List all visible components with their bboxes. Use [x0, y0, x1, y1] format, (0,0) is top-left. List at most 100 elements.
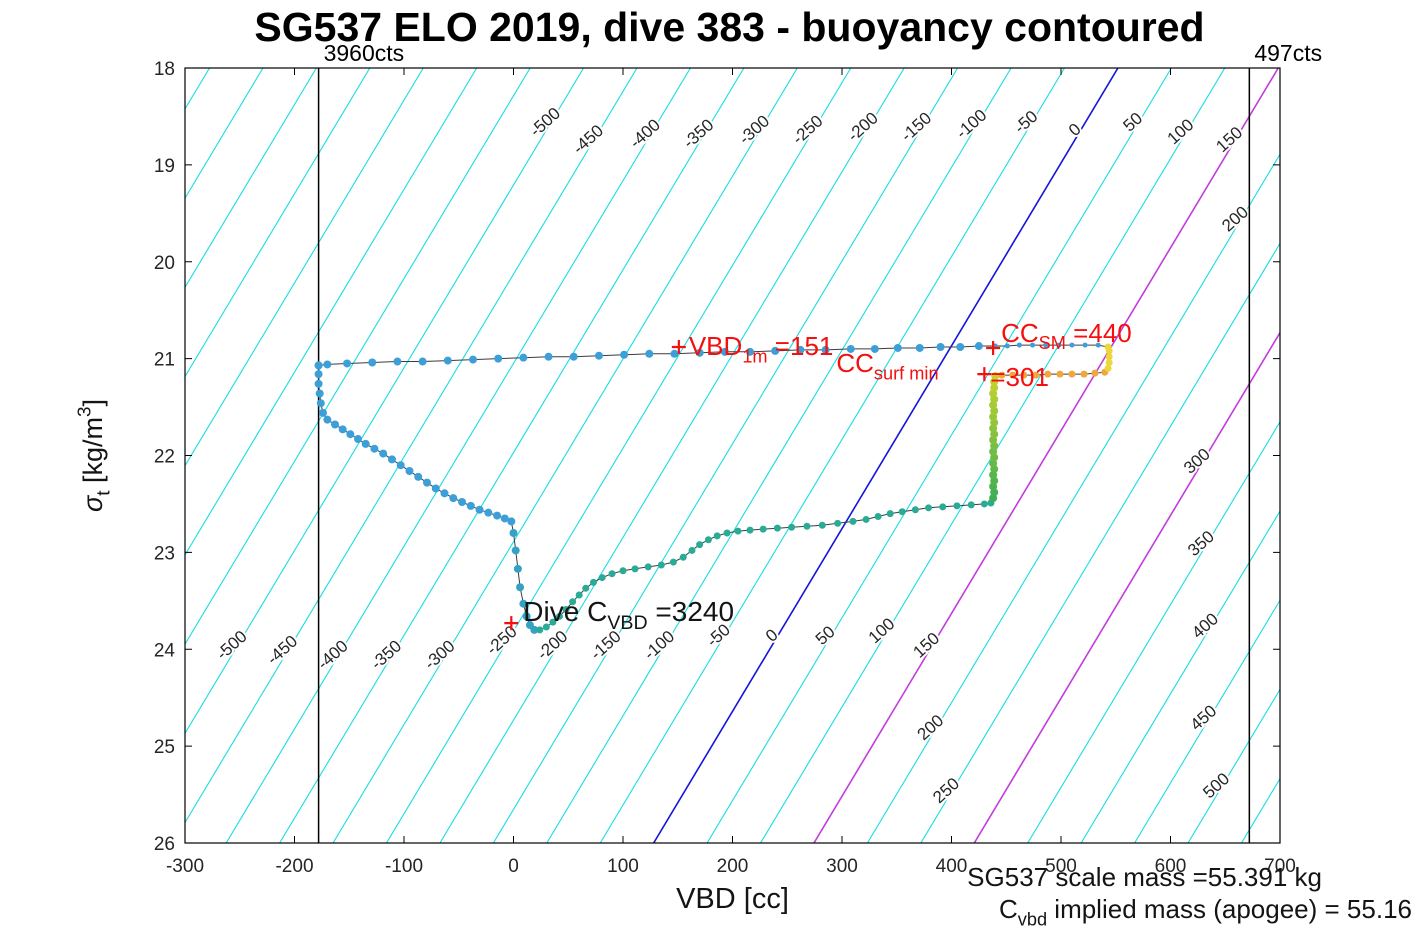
track-point — [582, 584, 590, 592]
track-point — [1020, 371, 1028, 379]
track-point — [713, 532, 721, 540]
track-point — [990, 383, 999, 392]
track-point — [323, 415, 332, 424]
track-point — [1095, 342, 1101, 348]
track-point — [974, 342, 983, 351]
contour-line — [920, 242, 1280, 843]
track-point — [874, 513, 882, 521]
dive-track-line — [318, 344, 1110, 631]
axis-ticks: -300 -200 -100 0 100 200 300 400 500 600 700 18 19 20… — [154, 59, 1296, 877]
track-point — [414, 472, 423, 481]
y-axis-label: σt [kg/m3] — [75, 399, 115, 512]
track-point — [513, 564, 522, 573]
track-point — [1016, 342, 1022, 348]
contour-label: 100 — [865, 614, 899, 647]
y-tick-label: 24 — [154, 640, 176, 661]
track-point — [886, 510, 894, 518]
track-point — [542, 623, 550, 631]
contour-line — [1080, 509, 1280, 843]
plus-marker — [986, 340, 1001, 355]
track-point — [925, 504, 933, 512]
track-point — [338, 425, 347, 434]
track-point — [422, 478, 431, 487]
track-point — [1104, 343, 1112, 351]
track-point — [314, 370, 323, 379]
track-point — [1009, 371, 1017, 379]
track-point — [670, 349, 679, 358]
track-point — [846, 344, 855, 353]
track-point — [746, 526, 754, 534]
track-point — [720, 347, 729, 356]
y-tick-label: 18 — [154, 59, 175, 80]
track-point — [645, 349, 654, 358]
contour-line — [866, 153, 1280, 843]
track-point — [1082, 342, 1088, 348]
track-point — [849, 517, 857, 525]
track-point — [893, 343, 902, 352]
track-point — [507, 517, 516, 526]
x-tick-label: 400 — [936, 856, 968, 877]
contour-line — [279, 68, 745, 843]
track-point — [569, 598, 577, 606]
track-point — [316, 399, 325, 408]
track-point — [953, 502, 961, 510]
track-point — [818, 521, 826, 529]
track-point — [569, 352, 578, 361]
contour-line — [1187, 688, 1280, 843]
contour-label: 100 — [1164, 115, 1198, 148]
track-point — [318, 408, 327, 417]
track-point — [631, 565, 639, 573]
track-point — [493, 511, 502, 520]
contour-line — [332, 68, 798, 843]
track-point — [1104, 364, 1112, 372]
track-point — [696, 541, 704, 549]
track-point — [1043, 342, 1049, 348]
contour-line — [225, 68, 691, 843]
track-point — [788, 523, 796, 531]
x-tick-label: 700 — [1264, 856, 1296, 877]
track-point — [500, 514, 509, 523]
contour-label: 200 — [1218, 202, 1252, 235]
track-point — [1068, 370, 1076, 378]
x-axis-label: VBD [cc] — [676, 883, 789, 915]
track-point — [669, 558, 677, 566]
contour-line — [439, 68, 905, 843]
track-points — [314, 342, 1113, 634]
track-point — [562, 606, 570, 614]
track-point — [980, 500, 988, 508]
contour-line — [185, 68, 424, 467]
y-tick-label: 23 — [154, 543, 175, 564]
contour-label: 150 — [1212, 123, 1246, 156]
track-point — [522, 612, 531, 621]
contour-label: 150 — [909, 629, 943, 662]
annotation: CCsurf min — [836, 348, 938, 383]
track-point — [331, 420, 340, 429]
track-point — [315, 389, 324, 398]
track-point — [368, 358, 377, 367]
track-point — [468, 355, 477, 364]
contour-line — [813, 68, 1279, 843]
track-point — [1091, 369, 1099, 377]
contour-line — [185, 68, 371, 378]
x-tick-label: -300 — [166, 856, 204, 877]
track-point — [936, 343, 945, 351]
track-point — [608, 570, 616, 578]
track-point — [314, 379, 323, 388]
x-tick-label: 500 — [1045, 856, 1077, 877]
track-point — [370, 444, 379, 453]
x-tick-label: 600 — [1155, 856, 1187, 877]
y-tick-label: 25 — [154, 737, 175, 758]
track-point — [519, 599, 528, 608]
contour-label: 50 — [812, 622, 839, 649]
track-point — [657, 561, 665, 569]
track-point — [393, 357, 402, 366]
track-point — [379, 449, 388, 458]
plus-marker — [671, 340, 686, 354]
contour-line — [973, 331, 1280, 843]
x-tick-label: -200 — [275, 856, 313, 877]
track-point — [449, 494, 458, 503]
track-point — [862, 515, 870, 523]
track-point — [511, 546, 520, 555]
